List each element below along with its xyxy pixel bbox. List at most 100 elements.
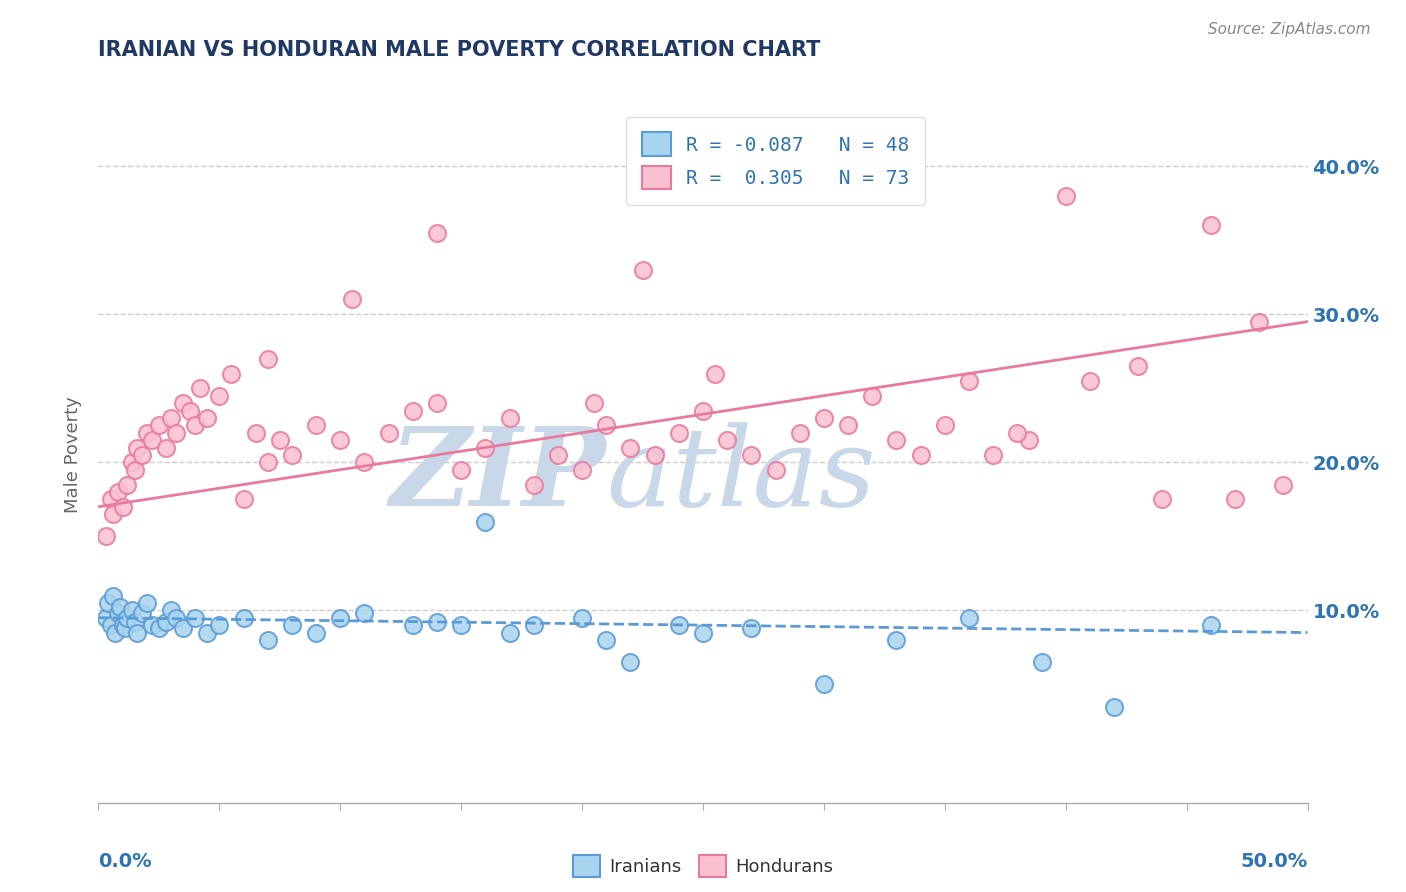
Point [111, 618, 134, 632]
Point [1249, 315, 1271, 329]
Point [765, 463, 787, 477]
Text: Source: ZipAtlas.com: Source: ZipAtlas.com [1208, 22, 1371, 37]
Text: atlas: atlas [606, 422, 876, 530]
Point [957, 374, 980, 388]
Point [104, 625, 127, 640]
Point [124, 615, 146, 630]
Point [571, 611, 593, 625]
Point [1054, 189, 1077, 203]
Point [131, 607, 153, 621]
Point [148, 621, 170, 635]
Point [426, 396, 449, 410]
Point [450, 618, 472, 632]
Text: 50.0%: 50.0% [1240, 852, 1308, 871]
Point [934, 418, 956, 433]
Point [135, 596, 157, 610]
Point [188, 381, 211, 395]
Point [281, 448, 304, 462]
Text: ZIP: ZIP [389, 422, 606, 530]
Point [107, 607, 129, 621]
Point [141, 433, 163, 447]
Point [269, 433, 291, 447]
Point [97, 596, 120, 610]
Point [474, 515, 496, 529]
Point [121, 603, 143, 617]
Point [571, 463, 593, 477]
Point [135, 425, 157, 440]
Point [184, 611, 207, 625]
Point [1078, 374, 1101, 388]
Point [107, 484, 129, 499]
Point [305, 625, 328, 640]
Point [426, 615, 449, 630]
Point [837, 418, 859, 433]
Point [668, 618, 690, 632]
Point [172, 621, 194, 635]
Point [426, 226, 449, 240]
Point [668, 425, 690, 440]
Point [450, 463, 472, 477]
Point [256, 351, 278, 366]
Point [595, 632, 617, 647]
Point [101, 589, 124, 603]
Point [886, 433, 908, 447]
Point [860, 389, 883, 403]
Point [789, 425, 811, 440]
Point [195, 411, 218, 425]
Point [256, 632, 278, 647]
Point [305, 418, 328, 433]
Point [184, 418, 207, 433]
Point [1199, 618, 1222, 632]
Point [377, 425, 399, 440]
Point [704, 367, 727, 381]
Point [547, 448, 569, 462]
Point [329, 433, 352, 447]
Point [165, 611, 187, 625]
Point [232, 492, 254, 507]
Point [94, 529, 117, 543]
Point [245, 425, 267, 440]
Legend: Iranians, Hondurans: Iranians, Hondurans [565, 847, 841, 884]
Point [523, 618, 546, 632]
Point [114, 621, 136, 635]
Point [208, 618, 231, 632]
Point [165, 425, 187, 440]
Point [111, 500, 134, 514]
Point [179, 403, 201, 417]
Point [716, 433, 738, 447]
Point [1128, 359, 1150, 373]
Point [474, 441, 496, 455]
Point [124, 463, 146, 477]
Point [740, 621, 762, 635]
Point [595, 418, 617, 433]
Point [342, 293, 364, 307]
Point [813, 411, 835, 425]
Point [692, 625, 714, 640]
Point [1272, 477, 1295, 491]
Point [195, 625, 218, 640]
Point [353, 607, 375, 621]
Point [1199, 219, 1222, 233]
Point [1152, 492, 1174, 507]
Point [1102, 699, 1125, 714]
Text: IRANIAN VS HONDURAN MALE POVERTY CORRELATION CHART: IRANIAN VS HONDURAN MALE POVERTY CORRELA… [98, 40, 821, 60]
Point [981, 448, 1004, 462]
Point [160, 411, 183, 425]
Point [127, 625, 149, 640]
Point [94, 611, 117, 625]
Point [886, 632, 908, 647]
Point [1031, 655, 1053, 669]
Point [117, 611, 139, 625]
Point [232, 611, 254, 625]
Point [329, 611, 352, 625]
Point [353, 455, 375, 469]
Point [121, 455, 143, 469]
Point [644, 448, 666, 462]
Point [160, 603, 183, 617]
Y-axis label: Male Poverty: Male Poverty [65, 397, 83, 513]
Point [631, 263, 654, 277]
Point [172, 396, 194, 410]
Point [221, 367, 243, 381]
Point [208, 389, 231, 403]
Point [141, 618, 163, 632]
